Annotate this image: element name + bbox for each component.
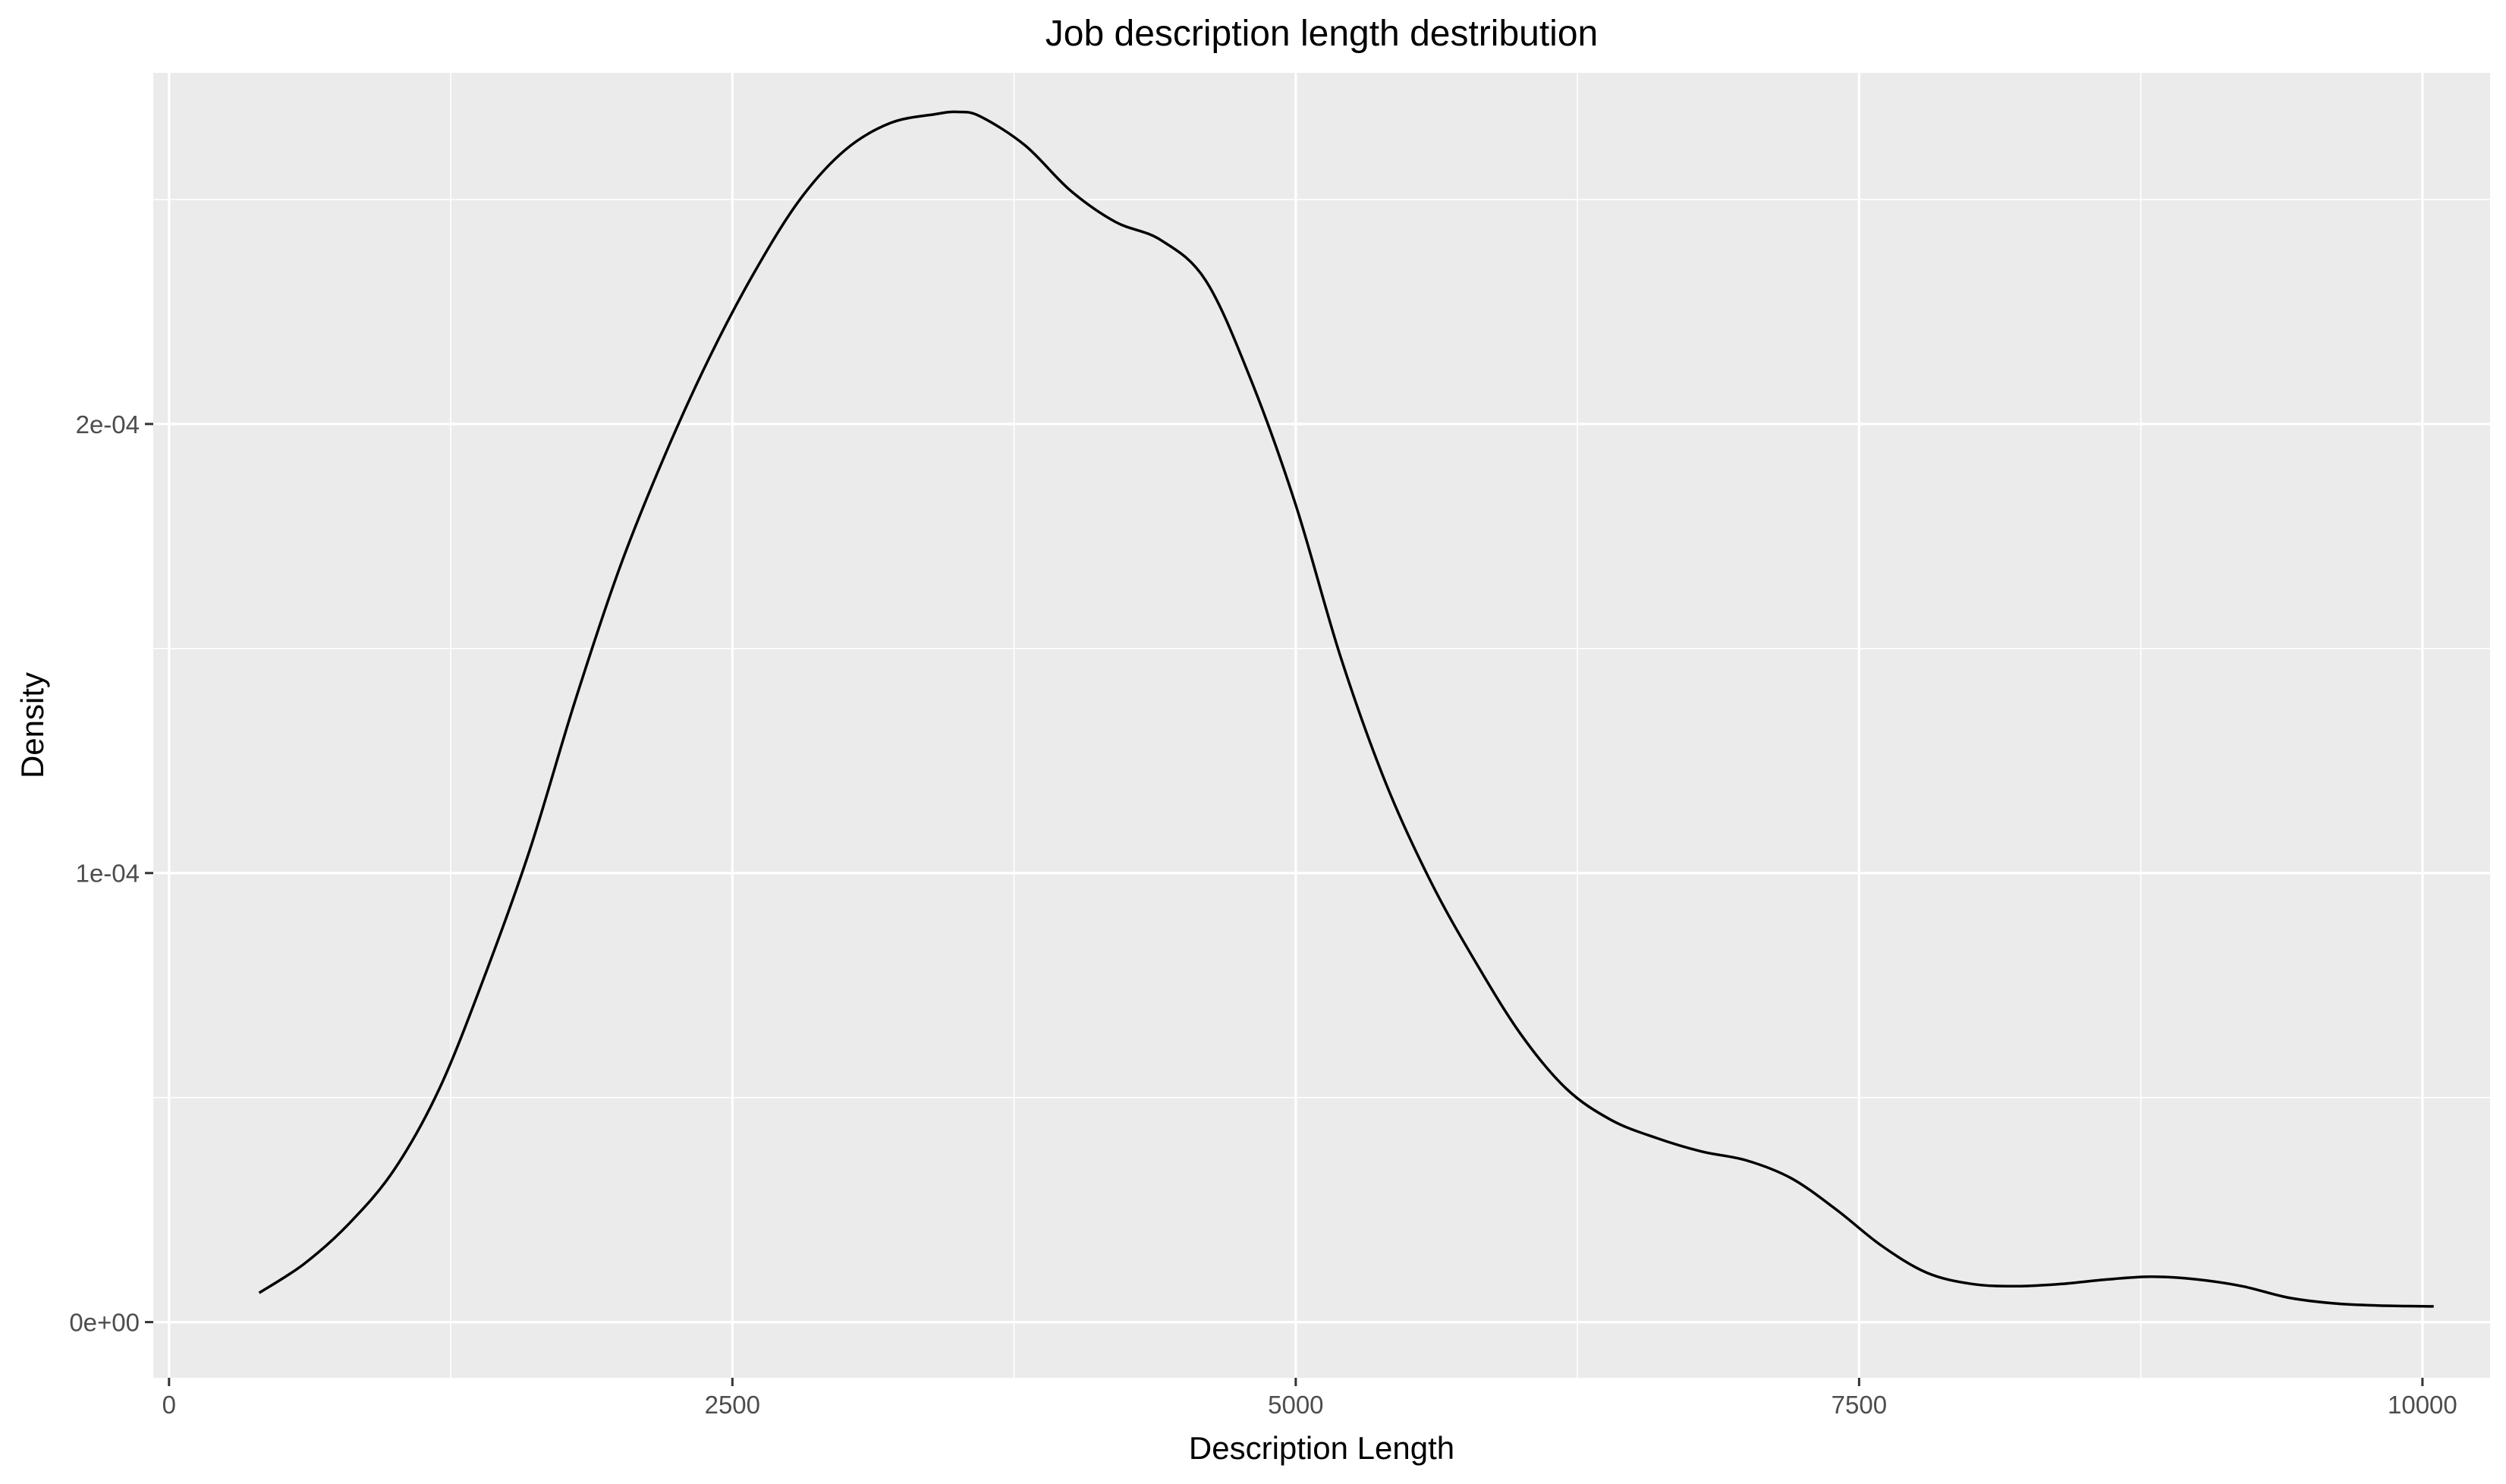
x-tick-label: 10000 bbox=[2388, 1391, 2457, 1419]
minor-gridlines bbox=[153, 73, 2490, 1378]
y-tick-label: 0e+00 bbox=[69, 1309, 140, 1337]
major-gridlines bbox=[153, 73, 2490, 1378]
y-tick-label: 1e-04 bbox=[76, 860, 140, 888]
chart-title: Job description length destribution bbox=[1045, 14, 1598, 54]
plot-panel bbox=[153, 73, 2490, 1378]
y-axis-title: Density bbox=[14, 672, 50, 778]
x-tick-label: 2500 bbox=[705, 1391, 760, 1419]
density-curve bbox=[258, 110, 2434, 1308]
y-axis-ticks: 0e+00 1e-04 2e-04 bbox=[69, 410, 153, 1337]
x-tick-label: 0 bbox=[162, 1391, 176, 1419]
x-axis-title: Description Length bbox=[1189, 1430, 1454, 1466]
y-tick-label: 2e-04 bbox=[76, 410, 140, 439]
x-tick-label: 5000 bbox=[1268, 1391, 1323, 1419]
x-tick-label: 7500 bbox=[1832, 1391, 1887, 1419]
x-axis-ticks: 0 2500 5000 7500 10000 bbox=[162, 1378, 2457, 1419]
